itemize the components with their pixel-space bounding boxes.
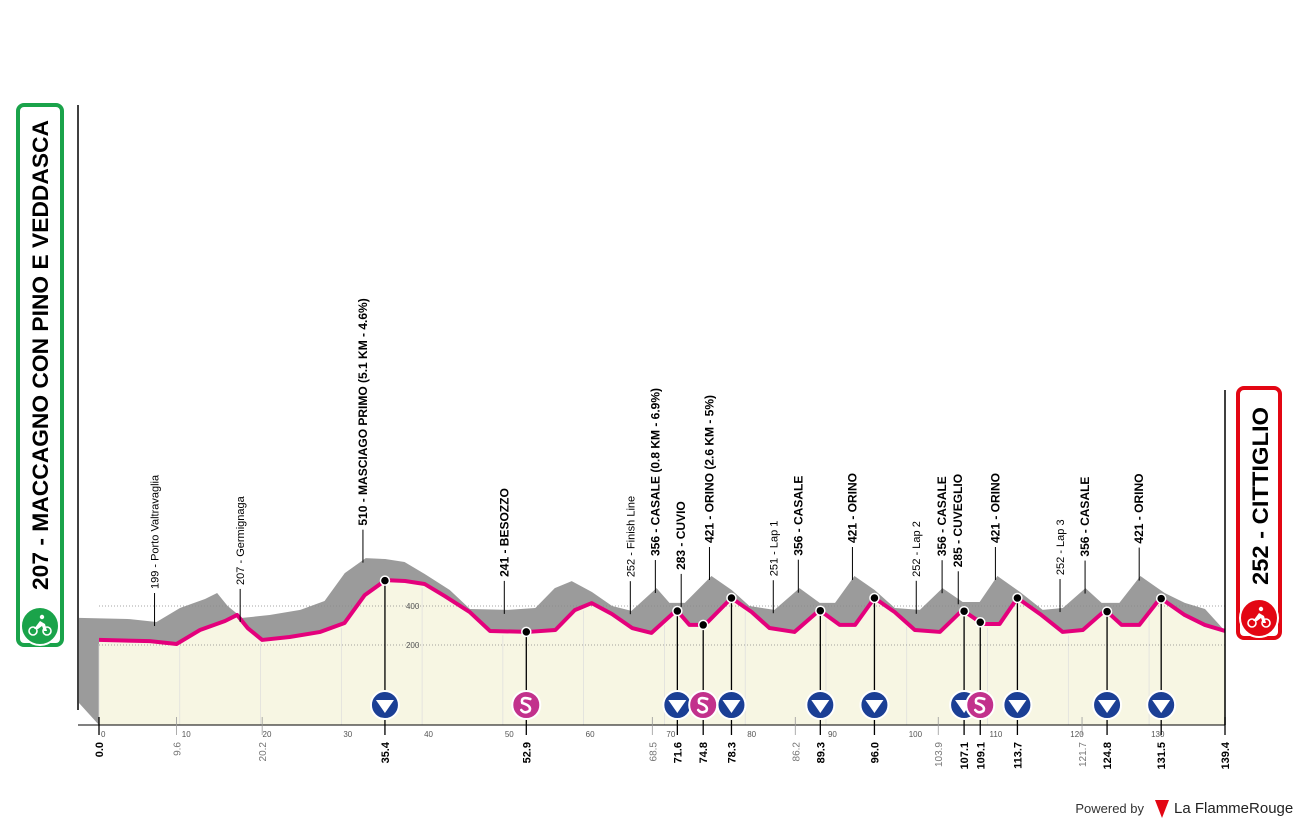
- km-label: 52.9: [521, 742, 533, 763]
- waypoint-label: 421 - ORINO: [1132, 474, 1146, 544]
- cyclist-icon: [1247, 606, 1271, 628]
- brand: La FlammeRouge: [1174, 800, 1293, 817]
- km-label: 20.2: [258, 742, 269, 762]
- kom-arrow: [865, 700, 884, 713]
- sprint-glyph: [973, 696, 986, 714]
- kom-arrow: [1098, 700, 1117, 713]
- y-tick-label: 400: [406, 602, 420, 611]
- finish-label: 252 - CITTIGLIO: [1248, 407, 1273, 585]
- km-label: 78.3: [726, 742, 738, 763]
- x-tick-label: 130: [1151, 730, 1165, 739]
- kom-arrow: [375, 700, 394, 713]
- x-tick-label: 120: [1070, 730, 1084, 739]
- km-label: 35.4: [380, 741, 392, 763]
- x-tick-label: 90: [828, 730, 837, 739]
- waypoint-label: 251 - Lap 1: [768, 521, 780, 577]
- powered-by: Powered by: [1075, 801, 1144, 816]
- km-label: 113.7: [1012, 742, 1024, 769]
- km-label: 71.6: [672, 742, 684, 763]
- waypoint-label: 283 - CUVIO: [674, 501, 688, 570]
- x-tick-label: 10: [182, 730, 191, 739]
- x-tick-label: 100: [909, 730, 923, 739]
- kom-arrow: [1008, 700, 1027, 713]
- start-label: 207 - MACCAGNO CON PINO E VEDDASCA: [28, 120, 53, 590]
- waypoint-label: 199 - Porto Valtravaglia: [150, 474, 162, 589]
- waypoint-label: 252 - Lap 3: [1055, 519, 1067, 575]
- waypoint-label: 356 - CASALE (0.8 KM - 6.9%): [648, 388, 662, 556]
- waypoint-dot: [697, 619, 709, 631]
- profile-layer: 0 10 20 30 40 50 60 70 80 90 100 110 120 130 200 400 0.0…: [77, 105, 1232, 770]
- waypoint-label: 356 - CASALE: [1078, 477, 1092, 557]
- km-label: 107.1: [959, 742, 971, 770]
- km-label: 103.9: [934, 742, 945, 767]
- km-label: 74.8: [698, 742, 710, 763]
- brand-logo: [1155, 800, 1169, 818]
- km-label: 9.6: [173, 742, 184, 756]
- waypoint-dot: [975, 617, 986, 628]
- waypoint-dot: [1101, 606, 1113, 617]
- sprint-glyph: [519, 696, 532, 714]
- km-label: 86.2: [791, 742, 802, 762]
- waypoint-label: 241 - BESOZZO: [497, 488, 511, 577]
- x-tick-label: 80: [747, 730, 756, 739]
- waypoint-label: 285 - CUVEGLIO: [951, 474, 965, 567]
- x-tick-label: 110: [990, 730, 1003, 739]
- profile-line: [98, 578, 1226, 647]
- kom-arrow: [668, 700, 687, 713]
- km-label: 89.3: [815, 742, 827, 763]
- x-tick-label: 20: [263, 730, 272, 739]
- waypoint-dot: [815, 605, 826, 616]
- waypoint-dot: [379, 575, 391, 586]
- kom-arrow: [811, 700, 830, 713]
- x-tick-label: 0: [101, 730, 106, 739]
- waypoint-label: 252 - Finish Line: [625, 496, 637, 577]
- x-tick-label: 40: [424, 730, 433, 739]
- waypoint-label: 421 - ORINO (2.6 KM - 5%): [702, 395, 716, 543]
- waypoint-label: 356 - CASALE: [791, 476, 805, 556]
- waypoint-dot: [726, 592, 737, 604]
- waypoint-label: 510 - MASCIAGO PRIMO (5.1 KM - 4.6%): [356, 298, 370, 525]
- x-tick-label: 50: [505, 730, 514, 739]
- waypoint-dot: [521, 626, 532, 638]
- y-tick-label: 200: [406, 641, 420, 650]
- km-label: 139.4: [1220, 741, 1232, 769]
- km-label: 124.8: [1102, 742, 1114, 770]
- sprint-glyph: [696, 696, 709, 714]
- waypoint-dot: [958, 605, 970, 617]
- km-label: 68.5: [648, 742, 659, 762]
- waypoint-dot: [1155, 593, 1167, 604]
- waypoint-label: 356 - CASALE: [935, 476, 949, 556]
- kom-arrow: [722, 700, 741, 713]
- waypoint-label: 252 - Lap 2: [911, 521, 923, 577]
- waypoint-dot: [1012, 592, 1023, 604]
- waypoint-dot: [869, 592, 880, 604]
- profile-area: [99, 580, 1225, 725]
- km-label: 121.7: [1078, 742, 1089, 767]
- km-label: 0.0: [94, 742, 106, 757]
- waypoint-label: 421 - ORINO: [845, 473, 859, 543]
- km-label: 96.0: [869, 742, 881, 763]
- x-tick-label: 30: [343, 730, 352, 739]
- kom-arrow: [1152, 700, 1171, 713]
- km-label: 109.1: [975, 742, 987, 770]
- waypoint-dot: [672, 605, 683, 617]
- x-tick-label: 60: [586, 730, 595, 739]
- km-label: 131.5: [1156, 742, 1168, 770]
- cyclist-icon: [28, 614, 52, 636]
- waypoint-label: 421 - ORINO: [988, 473, 1002, 543]
- x-tick-label: 70: [666, 730, 675, 739]
- waypoint-label: 207 - Germignaga: [235, 495, 247, 585]
